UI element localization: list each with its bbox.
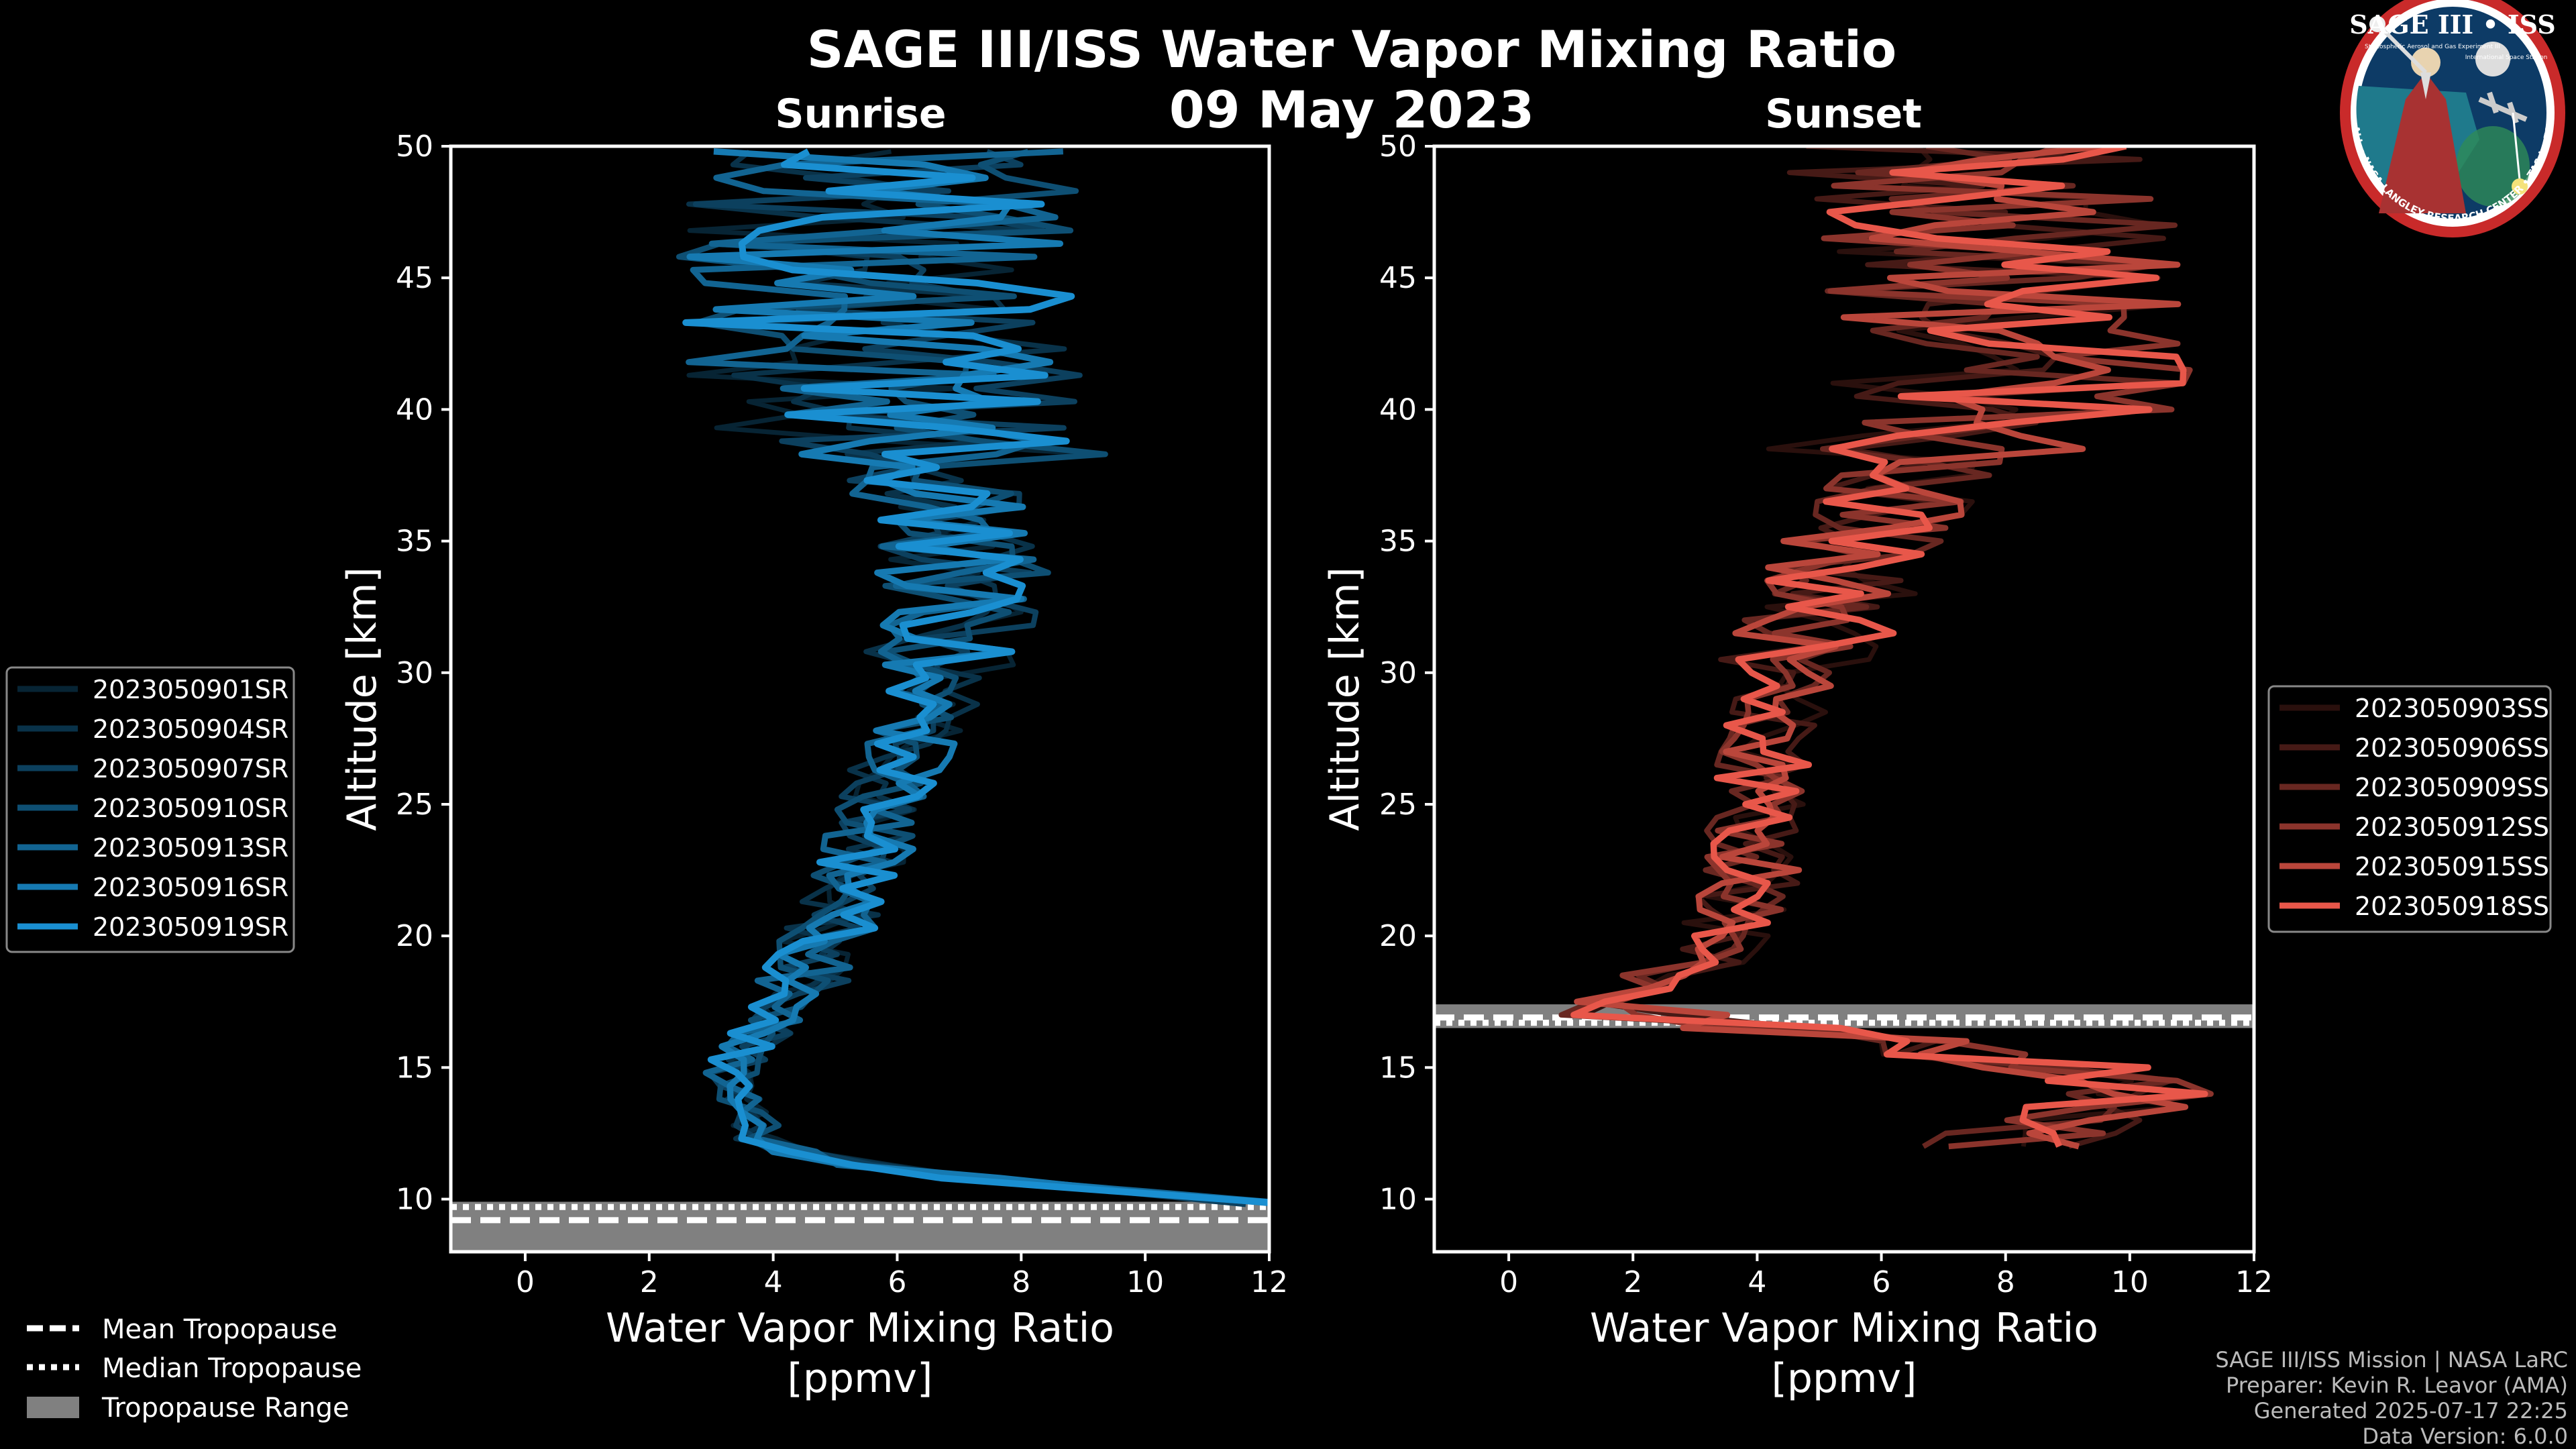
median-tropopause-label: Median Tropopause — [102, 1353, 362, 1384]
sunrise-ytick-label: 25 — [396, 788, 433, 822]
sunrise-ylabel: Altitude [km] — [339, 567, 386, 831]
sunrise-ytick-label: 30 — [396, 656, 433, 690]
sunrise-ytick-label: 40 — [396, 392, 433, 427]
sunset-ytick-label: 50 — [1379, 129, 1417, 164]
sunrise-legend-label: 2023050919SR — [93, 912, 288, 942]
chart-title: SAGE III/ISS Water Vapor Mixing Ratio — [807, 19, 1897, 79]
tropopause-range-swatch — [27, 1397, 79, 1418]
chart-date: 09 May 2023 — [1169, 80, 1534, 140]
sunset-ytick-label: 20 — [1379, 919, 1417, 953]
sunset-xlabel-1: Water Vapor Mixing Ratio — [1590, 1305, 2098, 1352]
sunrise-legend-label: 2023050907SR — [93, 754, 288, 784]
sunset-xtick-label: 8 — [1996, 1265, 2015, 1299]
sunrise-xtick-label: 8 — [1012, 1265, 1030, 1299]
sunset-legend: 2023050903SS 2023050906SS 2023050909SS 2023… — [2267, 685, 2552, 933]
sunrise-xtick-label: 6 — [888, 1265, 906, 1299]
sunrise-legend-label: 2023050913SR — [93, 833, 288, 863]
sunset-legend-label: 2023050915SS — [2355, 852, 2549, 881]
sunset-xtick-label: 10 — [2111, 1265, 2149, 1299]
sunrise-tropopause-range — [451, 1201, 1269, 1252]
sunset-profile-2023050912SS — [1614, 146, 2214, 1150]
sunset-legend-label: 2023050906SS — [2355, 733, 2549, 763]
sunset-ytick-label: 40 — [1379, 392, 1417, 427]
sunrise-ytick-label: 45 — [396, 261, 433, 295]
sunset-ytick-label: 10 — [1379, 1183, 1417, 1217]
footer-line-3: Generated 2025-07-17 22:25 — [2254, 1398, 2568, 1424]
mean-tropopause-label: Mean Tropopause — [102, 1314, 337, 1345]
sunset-xtick-label: 4 — [1748, 1265, 1766, 1299]
astronomer-head — [2411, 48, 2440, 77]
sunrise-legend: 2023050901SR 2023050904SR 2023050907SR 2023… — [5, 666, 295, 953]
sunset-legend-label: 2023050918SS — [2355, 892, 2549, 921]
sunrise-xlabel-1: Water Vapor Mixing Ratio — [606, 1305, 1114, 1352]
footer-line-1: SAGE III/ISS Mission | NASA LaRC — [2215, 1347, 2568, 1373]
sunrise-ytick-label: 20 — [396, 919, 433, 953]
sunrise-xtick-label: 0 — [516, 1265, 535, 1299]
sunrise-ytick-label: 10 — [396, 1183, 433, 1217]
sunset-xlabel-2: [ppmv] — [1772, 1355, 1917, 1402]
footer-line-4: Data Version: 6.0.0 — [2362, 1424, 2568, 1449]
sunrise-subtitle: Sunrise — [775, 91, 946, 138]
sunset-xtick-label: 2 — [1623, 1265, 1642, 1299]
sunrise-xtick-label: 10 — [1126, 1265, 1164, 1299]
moon-icon — [2475, 42, 2510, 76]
sunrise-legend-label: 2023050910SR — [93, 794, 288, 823]
astronomer-figure — [2379, 72, 2466, 213]
sunset-ytick-label: 35 — [1379, 525, 1417, 559]
sunrise-xtick-label: 12 — [1250, 1265, 1288, 1299]
sunset-profile-2023050918SS — [1570, 146, 2208, 1148]
sunrise-ytick-label: 15 — [396, 1051, 433, 1085]
sunset-legend-label: 2023050909SS — [2355, 773, 2549, 802]
sunset-panel: 0 2 4 6 8 10 12 10 15 20 25 30 35 40 45 50 Water Vapor … — [1322, 129, 2273, 1402]
sage-iii-iss-logo: SAGE III • ISS Stratospheric Aerosol and… — [2340, 0, 2565, 237]
sunrise-profile-2023050916SR — [686, 148, 1269, 1207]
footer-line-2: Preparer: Kevin R. Leavor (AMA) — [2226, 1373, 2568, 1398]
logo-subtitle-2: International Space Station — [2465, 54, 2548, 61]
tropopause-range-label: Tropopause Range — [101, 1393, 350, 1424]
sunrise-panel: 0 2 4 6 8 10 12 10 15 20 25 30 35 40 45 50 Water Vapor … — [339, 129, 1288, 1402]
sunrise-legend-label: 2023050904SR — [93, 714, 288, 744]
sunset-subtitle: Sunset — [1765, 91, 1922, 138]
sunrise-plot-frame — [449, 144, 1271, 1254]
sunset-ytick-label: 45 — [1379, 261, 1417, 295]
sunrise-xlabel-2: [ppmv] — [788, 1355, 933, 1402]
sunset-ylabel: Altitude [km] — [1322, 567, 1368, 831]
sunrise-legend-label: 2023050901SR — [93, 675, 288, 704]
sunset-ytick-label: 15 — [1379, 1051, 1417, 1085]
sunset-legend-label: 2023050912SS — [2355, 812, 2549, 842]
sunset-ytick-label: 30 — [1379, 656, 1417, 690]
tropopause-legend: Mean Tropopause Median Tropopause Tropop… — [27, 1314, 362, 1424]
sunrise-xtick-label: 4 — [764, 1265, 783, 1299]
sunset-ytick-label: 25 — [1379, 788, 1417, 822]
sunset-xtick-label: 0 — [1499, 1265, 1518, 1299]
sunrise-ytick-label: 50 — [396, 129, 433, 164]
sunrise-ytick-label: 35 — [396, 525, 433, 559]
logo-title: SAGE III • ISS — [2349, 9, 2555, 40]
sunset-xtick-label: 12 — [2235, 1265, 2273, 1299]
logo-subtitle: Stratospheric Aerosol and Gas Experiment… — [2365, 44, 2500, 50]
sunset-xtick-label: 6 — [1872, 1265, 1891, 1299]
sunset-plot-frame — [1432, 144, 2256, 1254]
footer: SAGE III/ISS Mission | NASA LaRC Prepare… — [2215, 1347, 2568, 1449]
sunset-legend-label: 2023050903SS — [2355, 694, 2549, 723]
sunrise-xtick-label: 2 — [640, 1265, 659, 1299]
sunrise-legend-label: 2023050916SR — [93, 873, 288, 902]
sunrise-profile-2023050919SR — [682, 148, 1269, 1206]
